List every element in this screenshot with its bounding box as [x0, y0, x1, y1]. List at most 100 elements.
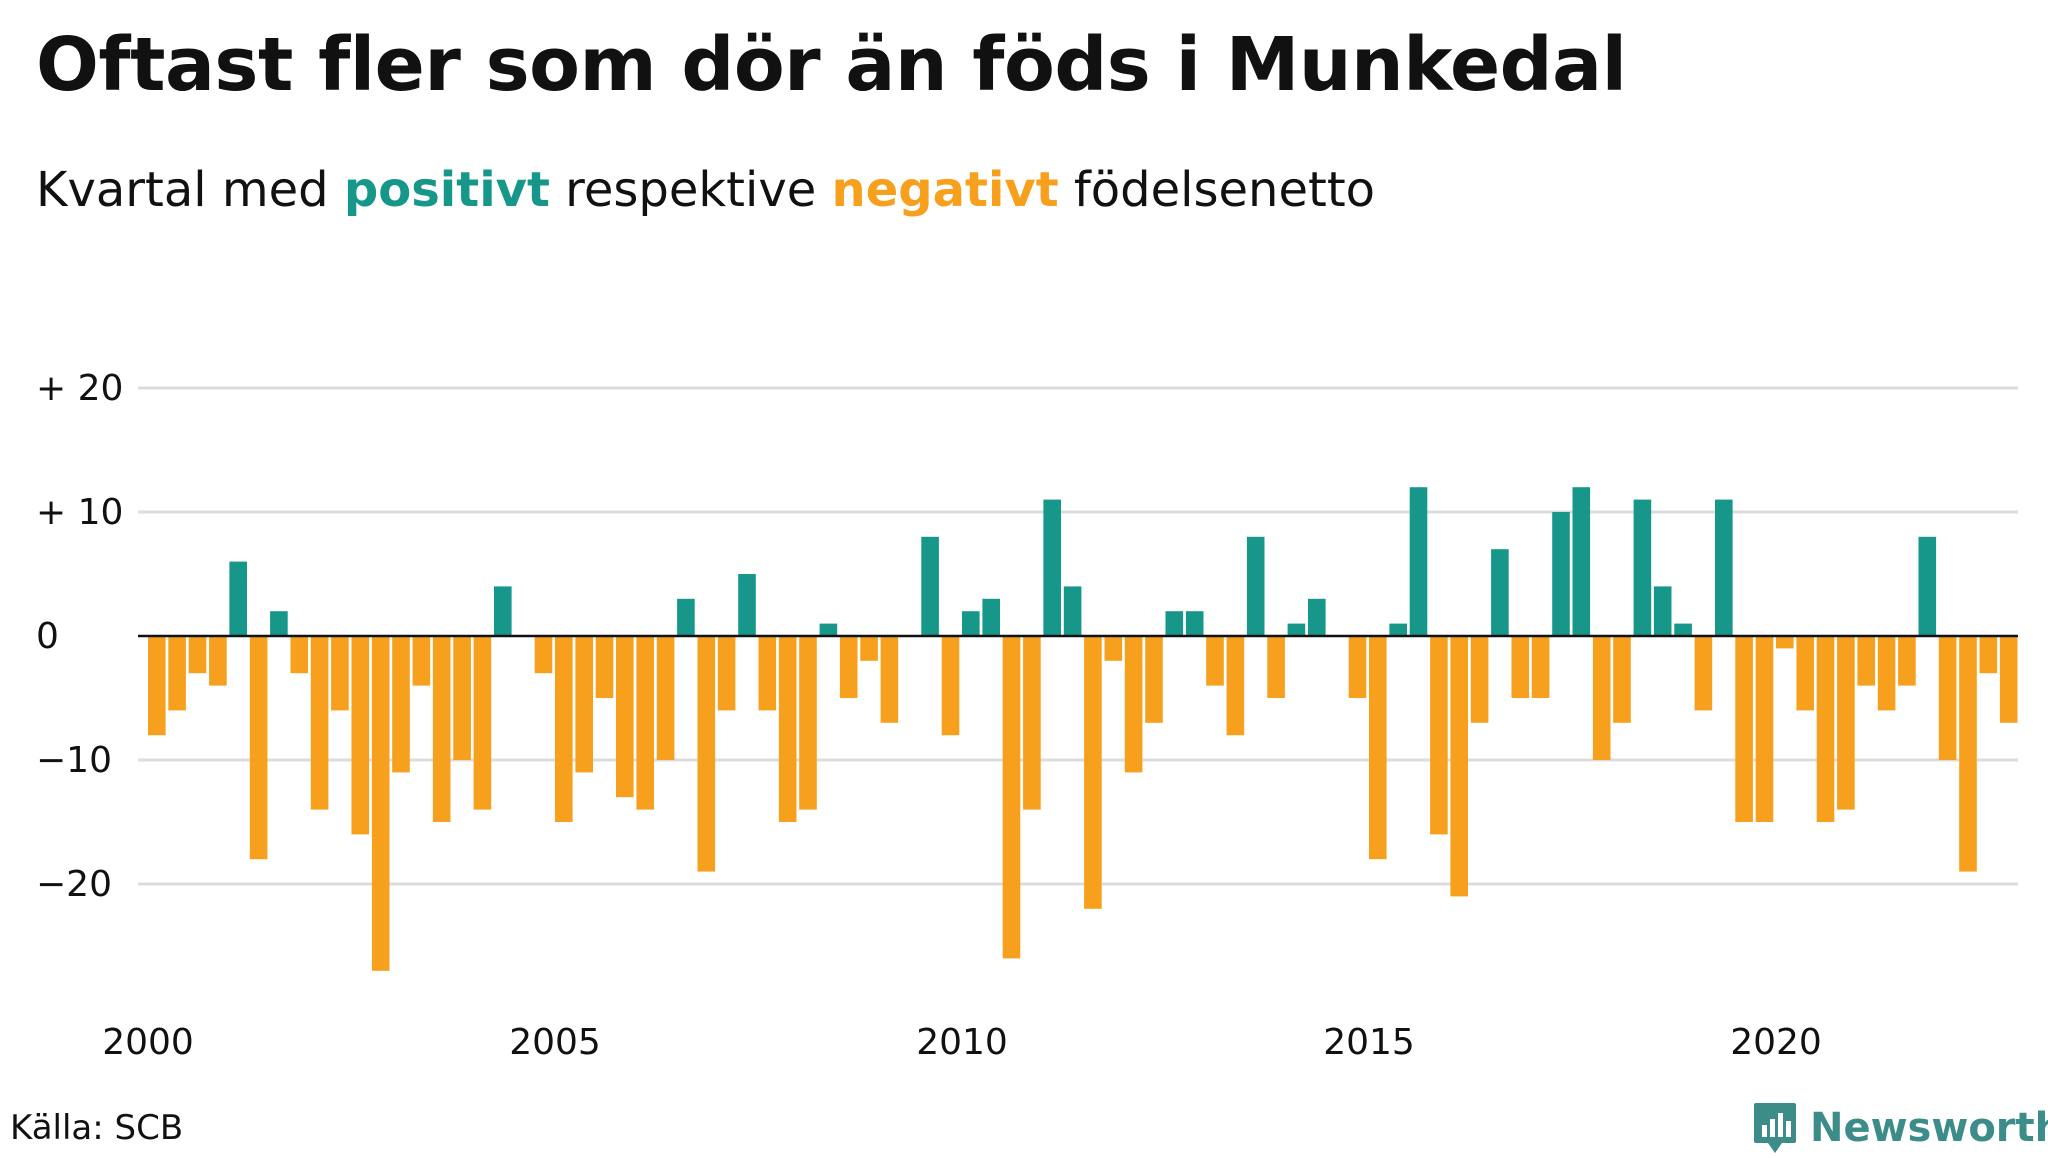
- subtitle-post: födelsenetto: [1073, 162, 1376, 218]
- bar: [677, 598, 695, 636]
- bar: [880, 636, 899, 723]
- bar: [1023, 636, 1041, 810]
- bar: [982, 598, 1000, 636]
- x-tick-label: 2000: [102, 1022, 194, 1063]
- bar: [819, 623, 838, 636]
- bar: [168, 636, 186, 711]
- bar: [1267, 636, 1285, 698]
- bar: [636, 636, 654, 810]
- bar: [1531, 636, 1550, 698]
- subtitle-negative-word: negativt: [831, 162, 1059, 218]
- bar: [1735, 636, 1753, 822]
- y-axis-ticks: + 20 + 10 0 −10 −20: [36, 368, 123, 905]
- bar: [412, 636, 431, 686]
- y-tick-label: −10: [36, 740, 112, 781]
- bar: [1633, 499, 1652, 636]
- brand-logo: Newsworthy: [1752, 1098, 2048, 1158]
- bar: [209, 636, 227, 686]
- bar: [1979, 636, 1998, 674]
- brand-name: Newsworthy: [1810, 1105, 2048, 1151]
- bar: [1857, 636, 1875, 686]
- x-axis-ticks: 2000 2005 2010 2015 2020: [102, 1022, 1822, 1063]
- bar: [1511, 636, 1530, 698]
- bar: [1226, 636, 1245, 736]
- bar: [1918, 536, 1937, 636]
- bar: [860, 636, 878, 661]
- bar: [616, 636, 634, 798]
- chart-title: Oftast fler som dör än föds i Munkedal: [36, 22, 1627, 108]
- bar: [778, 636, 797, 822]
- bar: [575, 636, 593, 773]
- x-tick-label: 2010: [916, 1022, 1008, 1063]
- bar: [1043, 499, 1061, 636]
- bar: [494, 586, 512, 636]
- bar: [697, 636, 716, 872]
- bar: [1491, 549, 1509, 636]
- bar: [1450, 636, 1468, 897]
- bar: [148, 636, 166, 736]
- y-tick-label: + 20: [36, 368, 123, 409]
- bar: [656, 636, 675, 760]
- bar: [941, 636, 960, 736]
- bar: [1145, 636, 1163, 723]
- bar: [1796, 636, 1814, 711]
- subtitle-pre: Kvartal med: [36, 162, 329, 218]
- bar: [1776, 636, 1794, 649]
- bar: [1084, 636, 1102, 909]
- bar: [290, 636, 309, 674]
- bar: [331, 636, 349, 711]
- bar: [1246, 536, 1265, 636]
- bar: [799, 636, 817, 810]
- bar: [453, 636, 471, 760]
- bar: [473, 636, 492, 810]
- bar: [371, 636, 390, 971]
- subtitle-positive-word: positivt: [343, 162, 550, 218]
- x-tick-label: 2005: [509, 1022, 601, 1063]
- bar: [1124, 636, 1143, 773]
- bar: [1409, 487, 1428, 636]
- bar: [1206, 636, 1224, 686]
- bar: [738, 574, 756, 636]
- bar: [1348, 636, 1367, 698]
- gridlines: [138, 386, 2018, 886]
- bar: [1308, 598, 1326, 636]
- y-tick-label: −20: [36, 864, 112, 905]
- bar: [229, 561, 247, 636]
- bars: [148, 487, 2018, 971]
- bar: [1572, 487, 1591, 636]
- bar: [1185, 611, 1204, 636]
- subtitle-mid: respektive: [565, 162, 817, 218]
- x-tick-label: 2020: [1730, 1022, 1822, 1063]
- bar: [717, 636, 736, 711]
- bar: [1592, 636, 1611, 760]
- bar: [1552, 512, 1570, 636]
- bar: [1938, 636, 1957, 760]
- bar: [595, 636, 614, 698]
- bar: [962, 611, 980, 636]
- bar: [1389, 623, 1407, 636]
- bar: [1653, 586, 1672, 636]
- bar: [1877, 636, 1896, 711]
- x-tick-label: 2015: [1323, 1022, 1415, 1063]
- bar: [839, 636, 858, 698]
- bar: [310, 636, 329, 810]
- bar: [1837, 636, 1855, 810]
- bar: [1470, 636, 1489, 723]
- bar: [1999, 636, 2018, 723]
- bar: [1063, 586, 1082, 636]
- bar: [351, 636, 370, 835]
- bar: [1755, 636, 1774, 822]
- y-tick-label: + 10: [36, 492, 123, 533]
- chart-subtitle: Kvartal med positivt respektive negativt…: [36, 162, 1375, 218]
- bar: [1898, 636, 1916, 686]
- source-note: Källa: SCB: [10, 1108, 184, 1148]
- bar: [1715, 499, 1733, 636]
- bar: [1287, 623, 1306, 636]
- bar: [921, 536, 939, 636]
- bar: [392, 636, 410, 773]
- y-tick-label: 0: [36, 616, 59, 657]
- bar: [758, 636, 777, 711]
- bar: [1694, 636, 1713, 711]
- bar: [1613, 636, 1631, 723]
